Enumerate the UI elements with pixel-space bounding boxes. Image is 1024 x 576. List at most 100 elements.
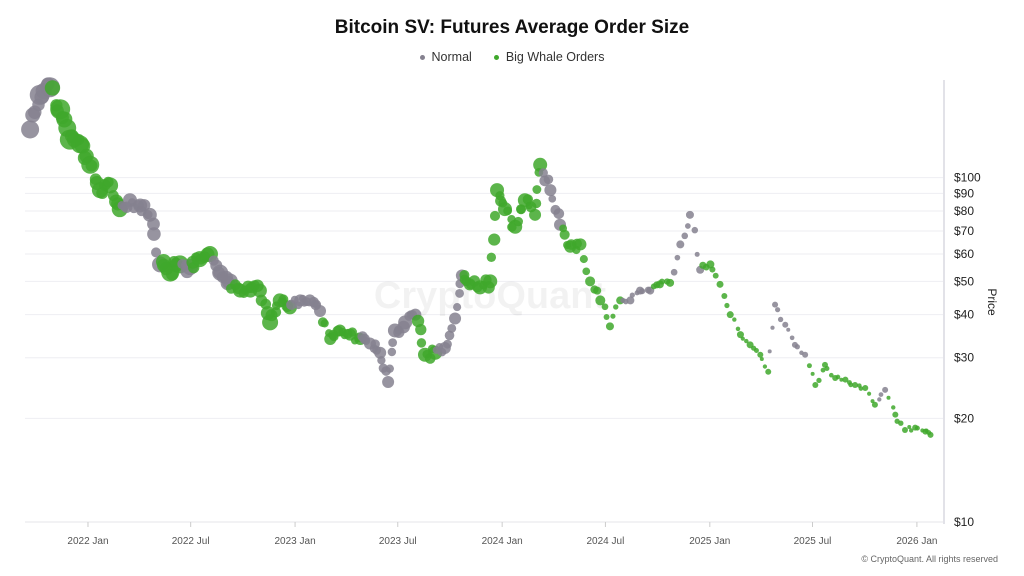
whale-point <box>907 425 912 430</box>
whale-point <box>416 338 427 348</box>
whale-point <box>721 293 728 300</box>
whale-point <box>579 255 588 264</box>
whale-point <box>603 314 610 320</box>
normal-point <box>374 346 387 359</box>
normal-point <box>543 174 554 185</box>
normal-point <box>670 268 678 276</box>
normal-point <box>453 303 462 312</box>
legend: Normal Big Whale Orders <box>0 50 1024 64</box>
whale-point <box>898 420 904 426</box>
normal-point <box>447 323 457 333</box>
normal-point <box>684 223 691 229</box>
normal-point <box>138 199 151 212</box>
chart-title: Bitcoin SV: Futures Average Order Size <box>334 17 690 38</box>
whale-point <box>736 331 744 339</box>
y-tick-label: $50 <box>954 274 974 288</box>
whale-point <box>886 395 891 400</box>
legend-item-whale[interactable]: Big Whale Orders <box>493 50 604 64</box>
whale-point <box>531 198 542 209</box>
normal-point <box>151 247 162 258</box>
y-axis-label: Price <box>985 288 999 316</box>
normal-point <box>877 397 882 402</box>
whale-point <box>892 411 899 418</box>
whale-point <box>582 267 591 276</box>
whale-point <box>842 376 849 383</box>
y-tick-label: $20 <box>954 411 974 425</box>
x-tick-label: 2023 Jan <box>274 536 315 547</box>
whale-point <box>852 381 859 388</box>
whale-point <box>706 260 715 269</box>
whale-point <box>252 283 267 298</box>
whale-point <box>44 80 61 96</box>
whale-point <box>585 276 596 287</box>
whale-point <box>810 371 815 376</box>
normal-point <box>382 376 395 389</box>
whale-point <box>415 323 427 336</box>
normal-point <box>674 254 681 261</box>
whale-point <box>516 204 526 214</box>
x-tick-label: 2022 Jul <box>172 536 210 547</box>
legend-marker-whale <box>493 54 499 60</box>
y-tick-label: $30 <box>954 351 974 365</box>
legend-marker-normal <box>419 54 425 60</box>
whale-point <box>559 229 570 240</box>
whale-point <box>732 317 737 322</box>
whale-point <box>908 428 914 433</box>
normal-point <box>444 330 455 341</box>
whale-point <box>85 159 98 172</box>
whale-point <box>848 382 854 388</box>
x-tick-label: 2024 Jul <box>587 536 625 547</box>
whale-point <box>605 322 614 331</box>
whale-point <box>102 177 119 194</box>
whale-point <box>666 278 675 287</box>
whale-point <box>762 364 768 369</box>
normal-point <box>548 194 557 203</box>
normal-point <box>377 356 386 365</box>
normal-point <box>639 288 646 295</box>
whale-point <box>839 377 844 382</box>
whale-point <box>610 313 616 319</box>
normal-point <box>388 338 398 348</box>
whale-point <box>513 216 523 227</box>
whale-point <box>927 431 934 438</box>
whale-point <box>489 210 501 222</box>
normal-point <box>538 168 548 178</box>
normal-point <box>767 349 772 354</box>
whale-point <box>753 348 759 353</box>
whale-point <box>483 274 498 289</box>
whale-point <box>593 286 602 295</box>
whale-point <box>716 280 724 288</box>
normal-point <box>789 335 795 341</box>
x-tick-label: 2025 Jul <box>794 536 832 547</box>
y-tick-label: $80 <box>954 204 974 218</box>
normal-point <box>544 184 557 197</box>
whale-point <box>712 272 719 279</box>
whale-point <box>486 252 497 263</box>
whale-point <box>867 391 872 396</box>
normal-point <box>21 120 40 139</box>
normal-point <box>685 210 694 219</box>
whale-point <box>765 368 772 375</box>
whale-point <box>740 336 745 341</box>
whale-point <box>574 238 587 251</box>
whale-point <box>828 372 834 378</box>
whale-point <box>862 384 869 391</box>
x-tick-label: 2023 Jul <box>379 536 417 547</box>
normal-point <box>794 344 800 350</box>
whale-point <box>824 366 830 372</box>
normal-point <box>878 392 884 397</box>
y-tick-label: $70 <box>954 224 974 238</box>
legend-label-normal: Normal <box>431 50 472 64</box>
y-tick-label: $90 <box>954 186 974 200</box>
x-tick-label: 2026 Jan <box>896 536 937 547</box>
y-tick-label: $10 <box>954 515 974 529</box>
whale-point <box>870 399 875 404</box>
whale-point <box>759 356 764 361</box>
x-tick-label: 2025 Jan <box>689 536 730 547</box>
whale-point <box>726 311 734 319</box>
legend-item-normal[interactable]: Normal <box>419 50 472 64</box>
whale-point <box>835 374 841 380</box>
normal-point <box>455 288 464 298</box>
whale-point <box>709 266 716 273</box>
